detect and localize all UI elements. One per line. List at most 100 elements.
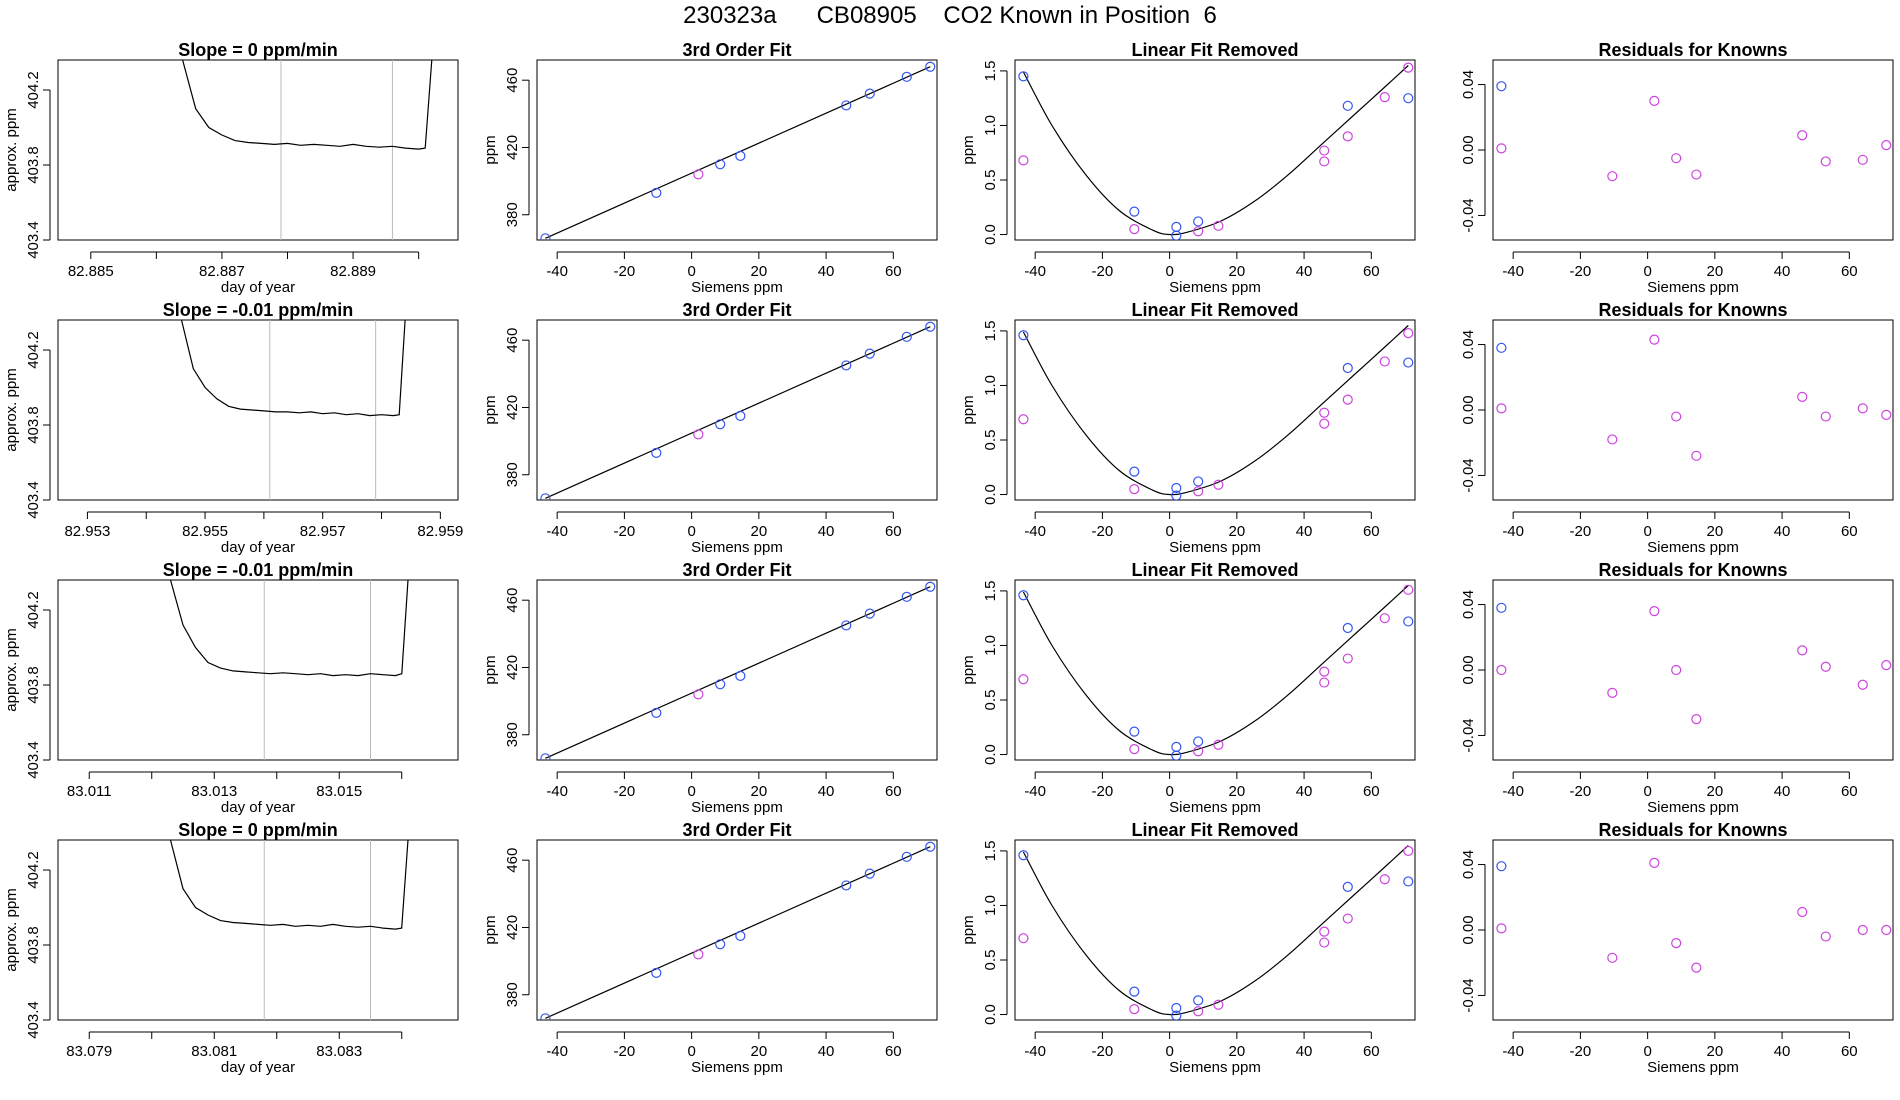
magenta-data-point xyxy=(1671,153,1682,164)
x-tick-label: 20 xyxy=(1229,263,1246,280)
magenta-data-point xyxy=(1319,407,1330,418)
blue-data-point xyxy=(651,447,662,458)
blue-data-point xyxy=(735,930,746,941)
y-tick-label: 0.00 xyxy=(1460,915,1477,944)
magenta-data-point xyxy=(1671,411,1682,422)
panel-title: 3rd Order Fit xyxy=(682,820,791,840)
x-tick-label: 60 xyxy=(1363,783,1380,800)
blue-data-point xyxy=(864,348,875,359)
plot-area xyxy=(540,581,936,760)
plot-frame xyxy=(57,579,459,761)
panel-10: 3rd Order Fit -40 -20 0 20 40 60 Siemens ppm 380… xyxy=(482,560,938,816)
x-tick-label: 82.957 xyxy=(300,523,346,540)
y-axis-label: ppm xyxy=(482,395,499,424)
x-axis-label: Siemens ppm xyxy=(691,1059,783,1076)
magenta-data-point xyxy=(1018,414,1029,425)
x-tick-label: -20 xyxy=(1092,783,1114,800)
magenta-data-point xyxy=(693,429,704,440)
blue-data-point xyxy=(1129,206,1140,217)
y-tick-label: 1.0 xyxy=(982,375,999,396)
y-axis-label: ppm xyxy=(960,655,977,684)
blue-data-point xyxy=(651,187,662,198)
magenta-data-point xyxy=(1797,645,1808,656)
blue-data-point xyxy=(901,591,912,602)
x-tick-label: 40 xyxy=(1296,1043,1313,1060)
x-tick-label: 82.955 xyxy=(182,523,228,540)
magenta-data-point xyxy=(1671,664,1682,676)
plot-area xyxy=(540,61,936,240)
y-axis-label: ppm xyxy=(960,395,977,424)
x-tick-label: 60 xyxy=(885,1043,902,1060)
x-axis-label: day of year xyxy=(221,1059,295,1076)
blue-data-point xyxy=(1342,622,1353,634)
x-tick-label: 20 xyxy=(1229,783,1246,800)
x-tick-label: -20 xyxy=(1570,263,1592,280)
blue-data-point xyxy=(651,707,662,718)
x-tick-label: 0 xyxy=(687,783,695,800)
y-tick-label: 0.04 xyxy=(1460,330,1477,359)
blue-data-point xyxy=(1403,93,1414,104)
y-tick-label: 0.0 xyxy=(982,1004,999,1025)
magenta-data-point xyxy=(1649,95,1660,107)
y-axis-label: ppm xyxy=(482,915,499,944)
magenta-data-point xyxy=(1193,746,1204,757)
plot-frame xyxy=(1014,579,1416,761)
panel-3: Linear Fit Removed -40 -20 0 20 40 60 Siemens p… xyxy=(960,40,1416,296)
blue-data-point xyxy=(1496,342,1507,353)
magenta-data-point xyxy=(1213,739,1224,750)
y-tick-label: 404.2 xyxy=(25,591,42,629)
magenta-data-point xyxy=(1213,220,1224,231)
magenta-data-point xyxy=(1797,391,1808,403)
blue-data-point xyxy=(841,620,852,631)
plot-area xyxy=(1496,81,1892,182)
x-tick-label: 40 xyxy=(1296,523,1313,540)
blue-data-point xyxy=(1171,490,1182,500)
y-tick-label: 403.4 xyxy=(25,221,42,259)
x-axis-label: Siemens ppm xyxy=(1647,799,1739,816)
blue-data-point xyxy=(540,1013,551,1020)
blue-data-point xyxy=(715,419,726,430)
x-tick-label: -20 xyxy=(1570,523,1592,540)
y-tick-label: 0.04 xyxy=(1460,590,1477,619)
blue-data-point xyxy=(1171,230,1182,240)
x-axis-label: Siemens ppm xyxy=(1169,799,1261,816)
x-tick-label: 0 xyxy=(687,1043,695,1060)
y-axis-label: ppm xyxy=(960,915,977,944)
blue-data-point xyxy=(925,61,936,72)
magenta-data-point xyxy=(1018,933,1029,944)
magenta-data-point xyxy=(1691,450,1702,461)
x-tick-label: 82.887 xyxy=(199,263,245,280)
y-tick-label: 403.8 xyxy=(25,406,42,444)
y-tick-label: 0.5 xyxy=(982,170,999,191)
plot-frame xyxy=(536,319,938,501)
magenta-data-point xyxy=(1671,937,1682,949)
magenta-data-point xyxy=(1379,874,1390,885)
x-tick-label: -20 xyxy=(614,1043,636,1060)
magenta-data-point xyxy=(1403,584,1414,595)
y-tick-label: 380 xyxy=(504,982,521,1007)
x-tick-label: 60 xyxy=(1841,523,1858,540)
x-tick-label: 83.079 xyxy=(66,1043,112,1060)
magenta-data-point xyxy=(1213,999,1224,1010)
panel-4: Residuals for Knowns -40 -20 0 20 40 60 Siemens… xyxy=(1460,40,1894,296)
magenta-data-point xyxy=(1193,486,1204,497)
blue-data-point xyxy=(1171,741,1182,753)
x-tick-label: -40 xyxy=(546,263,568,280)
magenta-data-point xyxy=(1607,687,1618,699)
magenta-data-point xyxy=(1018,674,1029,685)
blue-data-point xyxy=(1171,750,1182,760)
magenta-data-point xyxy=(1649,857,1660,869)
panel-title: Residuals for Knowns xyxy=(1598,40,1787,60)
blue-data-point xyxy=(901,331,912,342)
magenta-data-point xyxy=(1129,1003,1140,1015)
x-tick-label: 40 xyxy=(1774,523,1791,540)
concentration-trace xyxy=(169,580,409,677)
x-tick-label: -40 xyxy=(546,1043,568,1060)
x-tick-label: -20 xyxy=(1092,523,1114,540)
plot-frame xyxy=(536,579,938,761)
blue-data-point xyxy=(1129,466,1140,477)
x-tick-label: 60 xyxy=(1363,263,1380,280)
x-tick-label: 82.885 xyxy=(68,263,114,280)
plot-area xyxy=(1496,857,1892,973)
